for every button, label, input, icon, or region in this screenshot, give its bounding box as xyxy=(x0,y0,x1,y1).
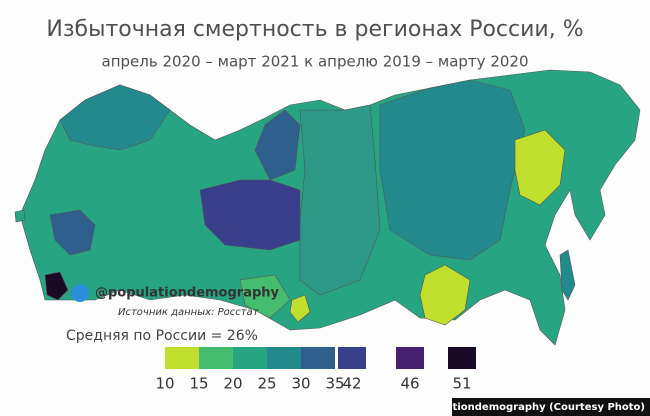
legend-swatch xyxy=(396,347,424,369)
region-transbaikal xyxy=(419,264,471,326)
legend-label: 35 xyxy=(325,375,344,393)
region-tuva xyxy=(289,294,311,323)
watermark: @populationdemography xyxy=(95,286,280,301)
legend-color xyxy=(301,347,335,369)
legend-swatch xyxy=(338,347,366,369)
legend-color xyxy=(267,347,301,369)
average: Средняя по России = 26% xyxy=(66,328,258,344)
title: Избыточная смертность в регионах России,… xyxy=(46,17,583,42)
legend-label: 51 xyxy=(452,375,471,393)
legend-label: 25 xyxy=(257,375,276,393)
region-north xyxy=(59,84,171,151)
watermark-icon xyxy=(71,284,89,302)
credit: @populationdemography (Courtesy Photo) xyxy=(404,402,645,413)
legend-color xyxy=(199,347,233,369)
legend-color xyxy=(233,347,267,369)
region-kaliningrad xyxy=(14,209,26,223)
legend-color xyxy=(165,347,199,369)
legend-label: 30 xyxy=(291,375,310,393)
region-yakutia xyxy=(379,79,526,261)
legend-label: 20 xyxy=(223,375,242,393)
region-magadan xyxy=(514,129,566,206)
map xyxy=(14,69,641,346)
region-khanty xyxy=(199,179,301,251)
region-altai xyxy=(239,274,291,319)
legend-label: 10 xyxy=(155,375,174,393)
source: Источник данных: Росстат xyxy=(118,307,260,318)
legend-label: 42 xyxy=(342,375,361,393)
region-dagestan xyxy=(44,271,69,301)
legend-swatch xyxy=(448,347,476,369)
sakhalin xyxy=(559,249,576,301)
credit-bar xyxy=(452,398,650,416)
legend-label: 46 xyxy=(400,375,419,393)
region-krasnoyarsk xyxy=(299,104,381,296)
region-central xyxy=(49,209,96,256)
subtitle: апрель 2020 – март 2021 к апрелю 2019 – … xyxy=(102,53,529,71)
legend-label: 15 xyxy=(189,375,208,393)
